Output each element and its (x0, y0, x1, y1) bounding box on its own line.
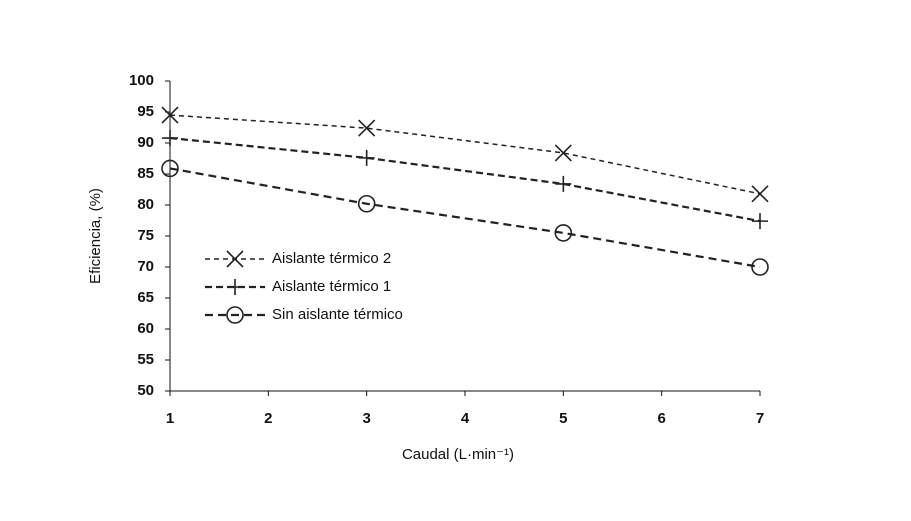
x-tick-label: 2 (264, 410, 272, 427)
data-point (752, 213, 768, 230)
data-point (555, 175, 572, 192)
y-tick-label: 100 (129, 72, 154, 89)
y-tick-label: 85 (137, 165, 154, 182)
data-point (161, 106, 179, 124)
x-tick-label: 7 (756, 410, 764, 427)
legend-label: Sin aislante térmico (272, 306, 403, 323)
x-tick-label: 6 (657, 410, 665, 427)
y-tick-label: 95 (137, 103, 154, 120)
data-point (162, 130, 178, 147)
legend-label: Aislante térmico 1 (272, 278, 391, 295)
y-tick-label: 70 (137, 258, 154, 275)
data-point (357, 194, 376, 213)
legend-marker (227, 279, 243, 295)
data-point (554, 224, 573, 242)
data-point (554, 144, 572, 162)
y-tick-label: 75 (137, 227, 154, 244)
series-line (169, 167, 761, 269)
legend-marker (226, 250, 244, 268)
y-tick-label: 80 (137, 196, 154, 213)
x-tick-label: 3 (362, 410, 370, 427)
y-axis-label: Eficiencia, (%) (87, 188, 104, 284)
legend-marker (226, 306, 244, 324)
data-point (161, 159, 179, 178)
legend-label: Aislante térmico 2 (272, 250, 391, 267)
x-tick-label: 5 (559, 410, 567, 427)
x-tick-label: 1 (166, 410, 174, 427)
series-line (169, 136, 761, 223)
data-point (358, 119, 376, 137)
y-tick-label: 65 (137, 289, 154, 306)
y-tick-label: 50 (137, 382, 154, 399)
x-tick-label: 4 (461, 410, 470, 427)
y-tick-label: 55 (137, 351, 154, 368)
data-point (751, 185, 769, 203)
data-point (751, 258, 769, 276)
x-axis-label: Caudal (L·min⁻¹) (402, 446, 514, 463)
y-tick-label: 60 (137, 320, 154, 337)
data-point (358, 149, 375, 166)
series-line (169, 114, 761, 195)
y-tick-label: 90 (137, 134, 154, 151)
